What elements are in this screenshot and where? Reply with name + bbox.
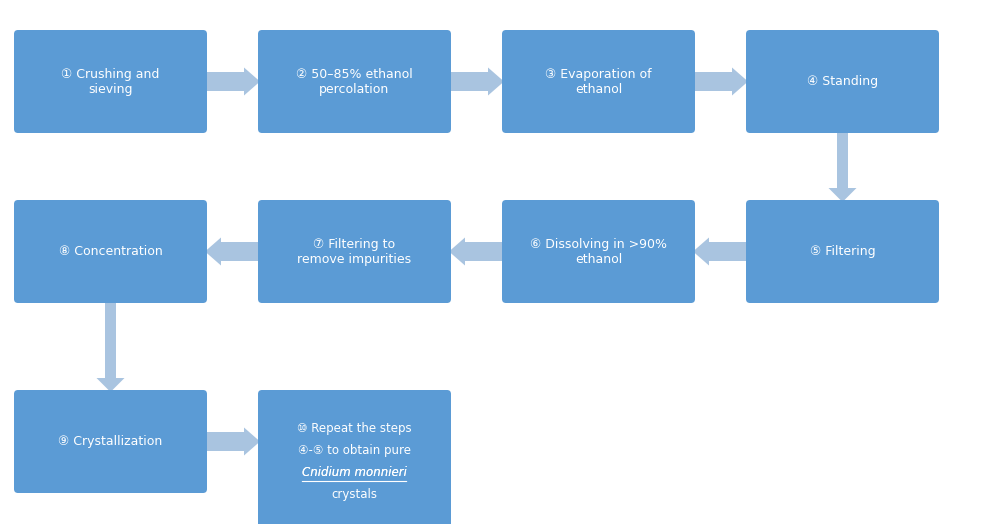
Text: crystals: crystals [332, 488, 377, 501]
Text: ⑦ Filtering to
remove impurities: ⑦ Filtering to remove impurities [298, 237, 411, 266]
Bar [217, 246, 260, 257]
FancyArrow shape [828, 131, 857, 202]
Text: ④ Standing: ④ Standing [807, 75, 878, 88]
Bar [205, 76, 248, 87]
FancyBboxPatch shape [502, 30, 695, 133]
Text: ② 50–85% ethanol
percolation: ② 50–85% ethanol percolation [296, 68, 413, 95]
FancyArrow shape [449, 237, 504, 266]
Text: ⑥ Dissolving in >90%
ethanol: ⑥ Dissolving in >90% ethanol [530, 237, 667, 266]
FancyBboxPatch shape [14, 390, 207, 493]
Text: Cnidium monnieri: Cnidium monnieri [302, 466, 407, 479]
Bar [449, 76, 492, 87]
FancyBboxPatch shape [746, 30, 939, 133]
FancyBboxPatch shape [14, 30, 207, 133]
Text: ⑧ Concentration: ⑧ Concentration [59, 245, 163, 258]
FancyBboxPatch shape [258, 390, 451, 524]
FancyArrow shape [205, 68, 260, 95]
FancyArrow shape [693, 237, 748, 266]
Bar [693, 76, 736, 87]
Text: ③ Evaporation of
ethanol: ③ Evaporation of ethanol [545, 68, 651, 95]
Bar [461, 246, 504, 257]
Bar [705, 246, 748, 257]
FancyArrow shape [205, 237, 260, 266]
FancyArrow shape [205, 428, 260, 455]
FancyBboxPatch shape [502, 200, 695, 303]
FancyBboxPatch shape [258, 30, 451, 133]
Text: ⑨ Crystallization: ⑨ Crystallization [59, 435, 163, 448]
Bar [205, 436, 248, 447]
Text: ④-⑤ to obtain pure: ④-⑤ to obtain pure [298, 444, 411, 457]
FancyBboxPatch shape [14, 200, 207, 303]
FancyBboxPatch shape [746, 200, 939, 303]
FancyArrow shape [96, 301, 124, 392]
Text: ⑤ Filtering: ⑤ Filtering [809, 245, 875, 258]
Text: Cnidium monnieri: Cnidium monnieri [302, 466, 407, 479]
FancyArrow shape [693, 68, 748, 95]
Text: ⑩ Repeat the steps: ⑩ Repeat the steps [297, 422, 412, 435]
FancyBboxPatch shape [258, 200, 451, 303]
FancyArrow shape [449, 68, 504, 95]
Text: ① Crushing and
sieving: ① Crushing and sieving [62, 68, 160, 95]
